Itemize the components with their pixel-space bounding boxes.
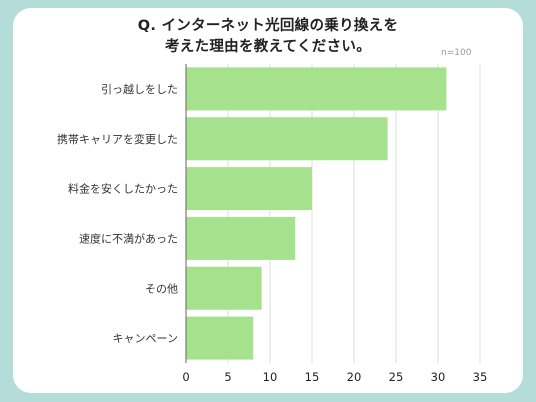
sample-size-note: n=100 bbox=[441, 48, 472, 58]
x-tick-label-35: 35 bbox=[473, 370, 488, 384]
x-tick-label-5: 5 bbox=[224, 370, 231, 384]
bar-0 bbox=[186, 67, 447, 111]
bar-3 bbox=[186, 216, 296, 260]
x-tick-label-0: 0 bbox=[182, 370, 189, 384]
category-label-0: 引っ越しをした bbox=[101, 82, 178, 96]
bar-1 bbox=[186, 117, 388, 161]
chart-title: Q. インターネット光回線の乗り換えを 考えた理由を教えてください。 bbox=[13, 16, 523, 58]
chart-card: Q. インターネット光回線の乗り換えを 考えた理由を教えてください。 n=100… bbox=[13, 8, 523, 393]
category-label-4: その他 bbox=[145, 282, 178, 295]
bar-4 bbox=[186, 266, 262, 310]
category-label-2: 料金を安くしたかった bbox=[68, 182, 178, 196]
x-tick-label-30: 30 bbox=[431, 370, 446, 384]
x-tick-label-10: 10 bbox=[263, 370, 278, 384]
x-tick-label-15: 15 bbox=[305, 370, 320, 384]
bar-5 bbox=[186, 316, 254, 360]
chart-title-line-1: Q. インターネット光回線の乗り換えを bbox=[137, 18, 399, 34]
category-label-3: 速度に不満があった bbox=[79, 231, 178, 245]
category-label-1: 携帯キャリアを変更した bbox=[57, 132, 178, 146]
chart-title-line-2: 考えた理由を教えてください。 bbox=[164, 39, 372, 55]
bar-2 bbox=[186, 167, 312, 211]
x-tick-label-20: 20 bbox=[347, 370, 362, 384]
bar-chart: 引っ越しをした携帯キャリアを変更した料金を安くしたかった速度に不満があったその他… bbox=[57, 64, 488, 384]
category-label-5: キャンペーン bbox=[113, 332, 178, 345]
x-tick-label-25: 25 bbox=[389, 370, 404, 384]
